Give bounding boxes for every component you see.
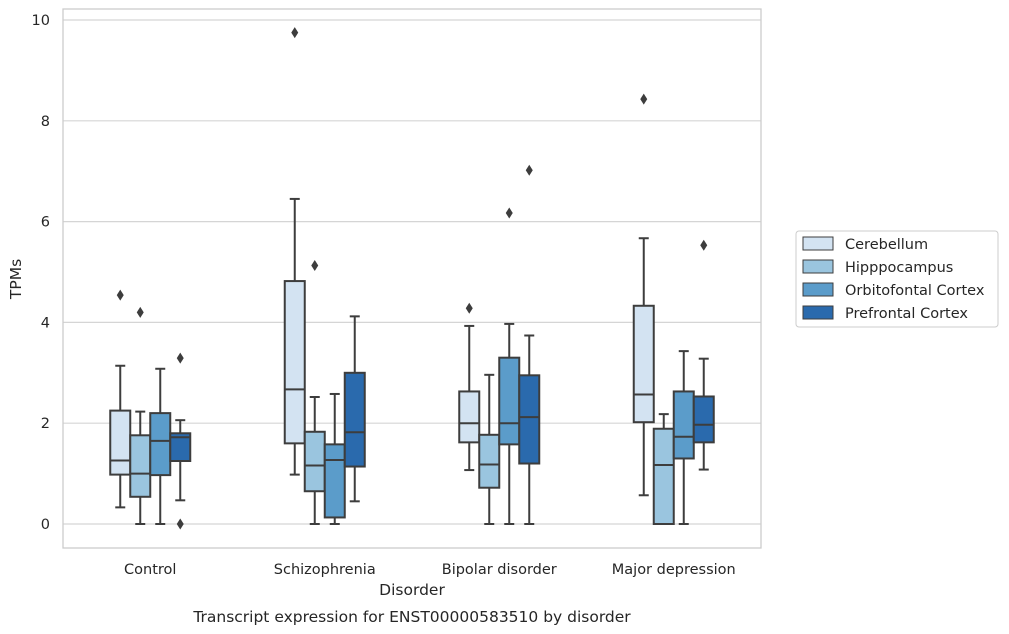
plot-frame (62, 8, 762, 549)
outlier-point (525, 164, 533, 176)
outlier-point (505, 207, 513, 219)
outlier-point (116, 289, 124, 301)
box-body (303, 430, 326, 493)
box-body (518, 374, 541, 465)
outlier-point (136, 306, 144, 318)
box (518, 164, 541, 525)
box-body (169, 432, 192, 462)
box (303, 259, 326, 525)
outlier-point (291, 27, 299, 39)
category-group (283, 27, 366, 525)
box-body (149, 412, 172, 477)
legend-swatch (802, 305, 834, 320)
box-body (478, 433, 501, 489)
box-body (672, 390, 695, 460)
outlier-point (700, 239, 708, 251)
box (149, 367, 172, 525)
y-tick-label: 4 (41, 315, 50, 331)
legend: Cerebellum Hipppocampus Orbitofontal Corte… (795, 230, 999, 328)
outlier-point (465, 302, 473, 314)
box-body (458, 390, 481, 444)
box (672, 350, 695, 525)
box-body (323, 443, 346, 519)
box-body (283, 280, 306, 445)
box (692, 239, 715, 471)
legend-swatch (802, 282, 834, 297)
x-tick-labels: Control Schizophrenia Bipolar disorder Majo… (124, 562, 736, 578)
box (343, 315, 366, 503)
y-tick-label: 0 (41, 517, 50, 533)
x-tick-label: Major depression (612, 562, 736, 578)
legend-swatch (802, 236, 834, 251)
box-body (129, 434, 152, 498)
box (632, 93, 655, 497)
box-groups (109, 27, 715, 530)
legend-swatch (802, 259, 834, 274)
outlier-point (311, 259, 319, 271)
y-tick-label: 6 (41, 215, 50, 231)
y-axis-label: TPMs (7, 259, 25, 300)
y-tick-label: 10 (32, 13, 50, 29)
box (129, 306, 152, 525)
box (478, 373, 501, 525)
box (283, 27, 306, 476)
y-tick-label: 8 (41, 114, 50, 130)
legend-label: Prefrontal Cortex (845, 306, 968, 322)
category-group (458, 164, 541, 525)
box (458, 302, 481, 472)
legend-label: Hipppocampus (845, 260, 953, 276)
chart-caption: Transcript expression for ENST0000058351… (192, 608, 631, 626)
box-body (498, 356, 521, 446)
box-body (652, 427, 675, 525)
y-tick-label: 2 (41, 416, 50, 432)
box (498, 207, 521, 525)
x-tick-label: Schizophrenia (274, 562, 376, 578)
x-tick-label: Bipolar disorder (442, 562, 557, 578)
x-axis-label: Disorder (379, 581, 445, 599)
box-body (692, 395, 715, 444)
box (323, 392, 346, 525)
outlier-point (176, 352, 184, 364)
outlier-point (176, 518, 184, 530)
legend-label: Orbitofontal Cortex (845, 283, 985, 299)
legend-frame (795, 230, 999, 328)
category-group (632, 93, 715, 525)
outlier-point (640, 93, 648, 105)
box-body (109, 409, 132, 476)
box-body (343, 371, 366, 468)
box (109, 289, 132, 509)
box (652, 413, 675, 525)
category-group (109, 289, 192, 530)
y-tick-labels: 0 2 4 6 8 10 (32, 13, 50, 533)
box-body (632, 304, 655, 424)
box (169, 352, 192, 530)
x-tick-label: Control (124, 562, 176, 578)
legend-label: Cerebellum (845, 237, 928, 253)
